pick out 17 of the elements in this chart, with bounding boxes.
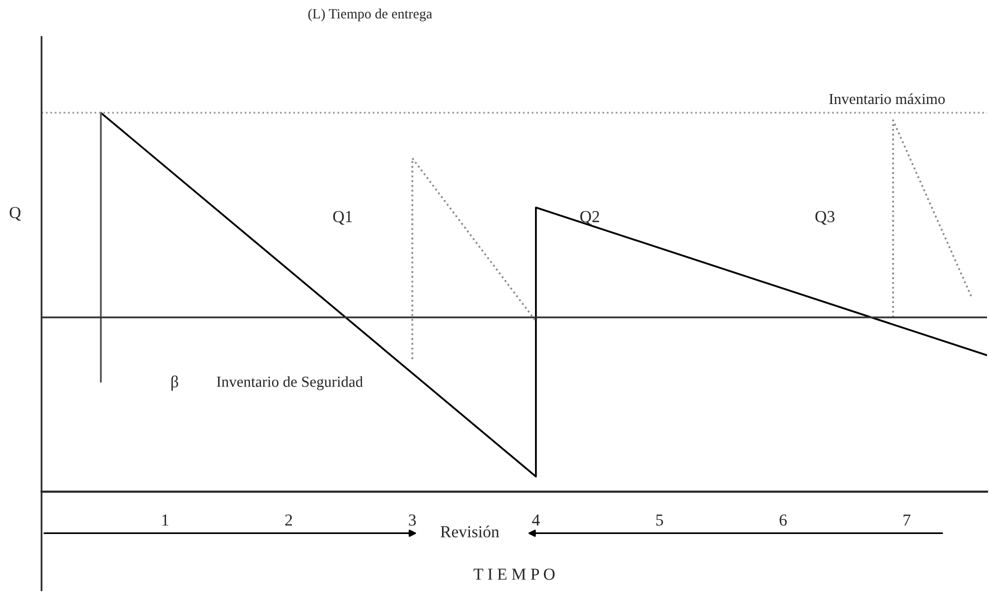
x-tick-label: 6 bbox=[780, 514, 787, 526]
x-tick-label: 1 bbox=[162, 514, 168, 526]
x-tick-label: 7 bbox=[904, 514, 910, 526]
annotation: Q3 bbox=[815, 211, 834, 225]
annotation: Q2 bbox=[580, 211, 600, 225]
text: (L) Tiempo de entrega bbox=[308, 8, 432, 22]
text: Revisión bbox=[440, 526, 500, 538]
x-tick-label: 2 bbox=[285, 514, 292, 526]
ref-line-label: Inventario máximo bbox=[829, 93, 945, 104]
annotation: Q1 bbox=[333, 211, 352, 225]
x-tick-label: 5 bbox=[656, 514, 664, 526]
annotation: Inventario de Seguridad bbox=[216, 376, 363, 390]
x-tick-label: 4 bbox=[532, 514, 540, 526]
x-tick-label: 3 bbox=[408, 514, 416, 526]
x-axis-title: T I E M P O bbox=[474, 568, 555, 580]
annotation: β bbox=[171, 376, 178, 391]
y-axis-title: Q bbox=[10, 206, 21, 221]
